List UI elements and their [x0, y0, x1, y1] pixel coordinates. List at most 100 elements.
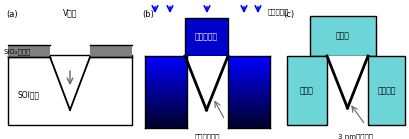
Bar	[227, 108, 270, 109]
Bar	[145, 97, 187, 99]
Bar	[8, 45, 50, 57]
Bar	[145, 123, 187, 125]
Bar	[145, 102, 187, 103]
Bar	[227, 112, 270, 114]
Bar	[227, 74, 270, 76]
Bar	[145, 118, 187, 120]
Bar	[145, 82, 187, 84]
Text: SOI基板: SOI基板	[18, 90, 40, 100]
Bar	[145, 103, 187, 105]
Bar	[145, 61, 187, 63]
Bar	[227, 94, 270, 96]
Bar	[145, 99, 187, 101]
Bar	[227, 91, 270, 92]
Bar	[145, 117, 187, 119]
Bar	[145, 98, 187, 100]
Bar	[227, 127, 270, 128]
Bar	[227, 79, 270, 80]
Bar	[145, 69, 187, 71]
Bar	[227, 121, 270, 122]
Bar	[145, 86, 187, 88]
Bar	[227, 105, 270, 107]
Bar	[145, 100, 187, 102]
Bar	[227, 85, 270, 86]
Bar	[145, 66, 187, 67]
Bar	[227, 124, 270, 126]
Text: (a): (a)	[6, 10, 18, 19]
Bar	[227, 66, 270, 67]
Bar	[227, 114, 270, 115]
Bar	[227, 78, 270, 79]
Bar	[145, 126, 187, 127]
Bar	[145, 94, 187, 96]
Text: イオン注入: イオン注入	[267, 9, 288, 15]
Text: (b): (b)	[142, 10, 153, 19]
Bar	[145, 60, 187, 61]
Bar	[145, 75, 187, 77]
Bar	[145, 92, 187, 94]
Bar	[227, 56, 270, 58]
Bar	[8, 55, 132, 125]
Text: SiO₂マスク: SiO₂マスク	[4, 49, 31, 55]
Bar	[145, 72, 187, 73]
Bar	[367, 56, 404, 125]
Bar	[90, 45, 132, 57]
Bar	[184, 18, 227, 56]
Bar	[145, 93, 187, 95]
Bar	[145, 116, 187, 118]
Text: ソース: ソース	[299, 86, 313, 95]
Bar	[227, 63, 270, 65]
Bar	[145, 112, 187, 114]
Bar	[145, 122, 187, 124]
Text: V型溝: V型溝	[63, 8, 77, 17]
Bar	[145, 110, 187, 112]
Bar	[145, 67, 187, 69]
Bar	[145, 85, 187, 86]
Bar	[145, 78, 187, 79]
Bar	[227, 99, 270, 101]
Bar	[145, 91, 187, 92]
Bar	[145, 90, 187, 91]
Bar	[145, 74, 187, 76]
Bar	[227, 86, 270, 88]
Bar	[227, 68, 270, 70]
Bar	[227, 61, 270, 63]
Bar	[227, 97, 270, 99]
Bar	[145, 105, 187, 107]
Bar	[227, 62, 270, 64]
Bar	[227, 118, 270, 120]
Bar	[227, 111, 270, 113]
Bar	[145, 121, 187, 122]
Bar	[145, 109, 187, 111]
Bar	[227, 75, 270, 77]
Bar	[227, 73, 270, 75]
Bar	[145, 58, 187, 60]
Bar	[286, 56, 326, 125]
Bar	[227, 126, 270, 127]
Text: ドレイン: ドレイン	[376, 86, 395, 95]
Bar	[145, 111, 187, 113]
Bar	[227, 90, 270, 91]
Bar	[227, 81, 270, 83]
Bar	[145, 96, 187, 97]
Bar	[227, 57, 270, 59]
Bar	[227, 96, 270, 97]
Bar	[145, 81, 187, 83]
Bar	[227, 93, 270, 95]
Bar	[145, 79, 187, 80]
Bar	[227, 72, 270, 73]
Bar	[145, 120, 187, 121]
Bar	[227, 104, 270, 106]
Bar	[145, 108, 187, 109]
Bar	[227, 120, 270, 121]
Bar	[227, 58, 270, 60]
Bar	[227, 106, 270, 108]
Bar	[227, 123, 270, 125]
Text: ゲート絶縁膜: ゲート絶縁膜	[194, 133, 219, 139]
Bar	[227, 103, 270, 105]
Bar	[145, 88, 187, 90]
Polygon shape	[326, 56, 367, 108]
Bar	[227, 98, 270, 100]
Bar	[227, 110, 270, 112]
Bar	[145, 63, 187, 65]
